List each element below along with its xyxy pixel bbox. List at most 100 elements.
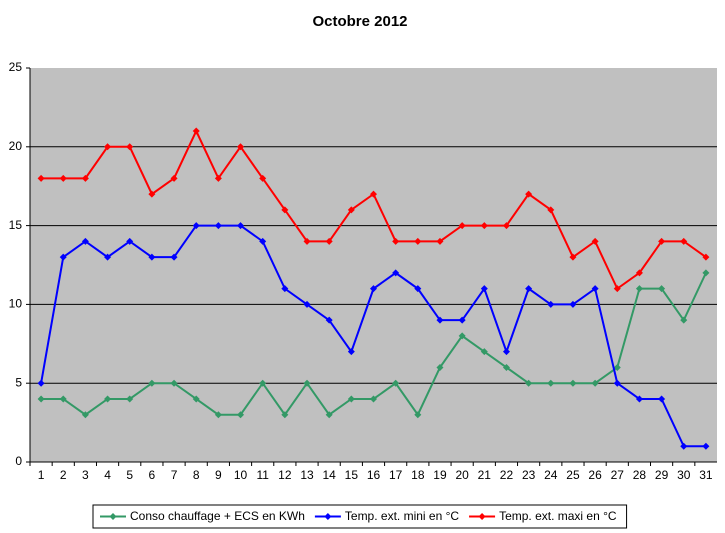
point [370, 190, 377, 198]
point [480, 348, 488, 356]
legend-label: Temp. ext. mini en °C [345, 509, 460, 523]
point [525, 190, 533, 198]
point [148, 253, 156, 261]
point [414, 411, 422, 419]
x-tick-label: 9 [215, 468, 222, 482]
x-tick-label: 21 [478, 468, 492, 482]
point [414, 285, 422, 293]
legend-label: Temp. ext. maxi en °C [499, 509, 617, 523]
point [37, 395, 45, 403]
point [214, 174, 222, 182]
x-tick-label: 2 [60, 468, 67, 482]
point [569, 300, 577, 308]
legend: Conso chauffage + ECS en KWh Temp. ext. m… [92, 504, 628, 529]
point [392, 269, 400, 277]
point [259, 174, 267, 182]
legend-marker [324, 513, 332, 520]
point [325, 316, 333, 324]
x-tick-label: 11 [256, 468, 269, 482]
x-tick-label: 29 [655, 468, 669, 482]
point [148, 190, 156, 198]
point [192, 127, 200, 135]
point [658, 237, 666, 245]
point [281, 411, 289, 419]
point [680, 316, 688, 324]
point [281, 285, 289, 293]
point [214, 222, 222, 230]
point [458, 332, 466, 340]
y-tick-label: 5 [15, 375, 22, 389]
point [702, 442, 710, 450]
point [281, 206, 289, 214]
point [104, 253, 112, 261]
chart-title: Octobre 2012 [312, 13, 407, 30]
point [104, 395, 112, 403]
point [170, 379, 178, 387]
point [547, 206, 555, 214]
point [591, 237, 599, 245]
x-tick-label: 14 [322, 468, 336, 482]
point [680, 237, 688, 245]
point [126, 237, 134, 245]
point [635, 395, 643, 403]
point [303, 300, 311, 308]
point [237, 411, 245, 419]
y-tick-label: 20 [9, 139, 23, 153]
point [702, 253, 710, 261]
x-tick-label: 23 [522, 468, 536, 482]
x-tick-label: 26 [588, 468, 602, 482]
plot-area [30, 68, 717, 462]
point [59, 395, 67, 403]
point [458, 222, 466, 230]
point [613, 363, 621, 371]
point [170, 253, 178, 261]
point [525, 285, 533, 293]
x-tick-label: 3 [82, 468, 89, 482]
point [370, 285, 377, 293]
y-tick-label: 10 [9, 297, 23, 311]
legend-marker [109, 513, 117, 520]
point [525, 379, 533, 387]
point [436, 316, 444, 324]
x-tick-label: 5 [126, 468, 133, 482]
point [59, 174, 67, 182]
x-tick-label: 22 [500, 468, 514, 482]
point [104, 143, 112, 151]
point [347, 395, 355, 403]
x-tick-label: 25 [566, 468, 580, 482]
point [237, 222, 245, 230]
x-tick-label: 7 [171, 468, 178, 482]
point [458, 316, 466, 324]
point [37, 379, 45, 387]
point [392, 379, 400, 387]
x-tick-label: 1 [38, 468, 45, 482]
x-tick-label: 16 [367, 468, 381, 482]
point [613, 285, 621, 293]
point [347, 348, 355, 356]
point [502, 363, 510, 371]
point [303, 379, 311, 387]
point [613, 379, 621, 387]
x-tick-label: 28 [633, 468, 647, 482]
point [591, 285, 599, 293]
x-tick-label: 15 [345, 468, 359, 482]
point [325, 237, 333, 245]
point [214, 411, 222, 419]
point [126, 395, 134, 403]
point [81, 411, 89, 419]
x-tick-label: 19 [433, 468, 447, 482]
point [502, 222, 510, 230]
point [702, 269, 710, 277]
x-tick-label: 8 [193, 468, 200, 482]
point [480, 222, 488, 230]
x-tick-label: 24 [544, 468, 558, 482]
point [547, 379, 555, 387]
point [325, 411, 333, 419]
point [569, 253, 577, 261]
point [259, 379, 267, 387]
point [347, 206, 355, 214]
x-tick-label: 20 [455, 468, 469, 482]
point [658, 395, 666, 403]
y-tick-label: 25 [9, 60, 23, 74]
